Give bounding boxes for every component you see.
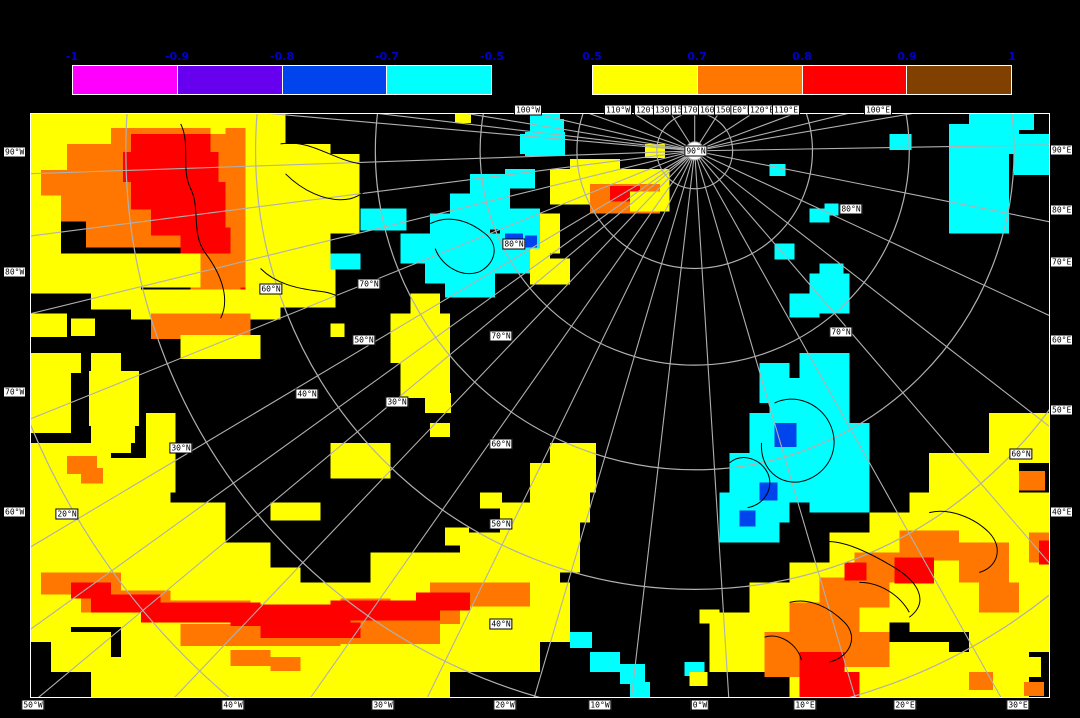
map-svg <box>31 114 1049 697</box>
latitude-label-70n-east: 70°N <box>829 326 853 338</box>
latitude-label-60n: 60°N <box>489 438 513 450</box>
latitude-label-50n: 50°N <box>489 518 513 530</box>
latitude-label-30n-east: 30°N <box>385 396 409 408</box>
axis-label-bottom-1: 40°W <box>221 699 245 711</box>
axis-label-top-1: 110°W <box>603 104 633 116</box>
heatmap-cells <box>31 114 1049 697</box>
positive-colorbar-segment-yellow <box>593 66 698 94</box>
positive-colorbar-tick-0: 0.5 <box>582 50 602 63</box>
axis-label-right-1: 80°E <box>1050 204 1074 216</box>
latitude-label-70n: 70°N <box>489 330 513 342</box>
graticule-meridians <box>31 114 1049 697</box>
cell-group-cyan-east-edge <box>889 114 1049 234</box>
latitude-label-60n-east: 60°N <box>1009 448 1033 460</box>
axis-label-top-11: 100°E <box>863 104 893 116</box>
cell-group-mediterranean <box>709 412 1049 697</box>
axis-label-left-1: 80°W <box>3 266 27 278</box>
positive-colorbar <box>592 65 1012 95</box>
latitude-label-70n-west: 70°N <box>357 278 381 290</box>
axis-label-right-3: 60°E <box>1050 334 1074 346</box>
cell-group-subtropical-band <box>31 442 596 697</box>
axis-label-bottom-0: 50°W <box>21 699 45 711</box>
axis-label-bottom-7: 20°E <box>893 699 917 711</box>
negative-colorbar <box>72 65 492 95</box>
latitude-label-90n: 90°N <box>684 145 708 157</box>
negative-colorbar-ticks: -1 -0.9 -0.8 -0.7 -0.5 <box>66 50 504 64</box>
positive-colorbar-segment-brown <box>907 66 1011 94</box>
axis-label-bottom-5: 0°W <box>690 699 710 711</box>
cell-group-bottom-right-isolated <box>689 657 1045 697</box>
axis-label-bottom-8: 30°E <box>1006 699 1030 711</box>
positive-colorbar-tick-3: 0.9 <box>897 50 917 63</box>
latitude-label-80n-east: 80°N <box>839 203 863 215</box>
positive-colorbar-segment-red <box>802 66 908 94</box>
axis-label-left-3: 60°W <box>3 506 27 518</box>
axis-label-right-4: 50°E <box>1050 404 1074 416</box>
graticule-parallels <box>31 114 1049 697</box>
positive-colorbar-segment-orange <box>697 66 803 94</box>
cell-group-greenland <box>31 114 360 360</box>
latitude-label-20n: 20°N <box>55 508 79 520</box>
negative-colorbar-tick-4: -0.5 <box>479 50 505 63</box>
latitude-label-60n-west: 60°N <box>259 283 283 295</box>
negative-colorbar-segment-purple <box>177 66 283 94</box>
axis-label-right-0: 90°E <box>1050 144 1074 156</box>
negative-colorbar-segment-blue <box>282 66 388 94</box>
cell-group-cyan-bottom <box>569 632 726 697</box>
positive-colorbar-ticks: 0.5 0.7 0.8 0.9 1 <box>582 50 1016 64</box>
positive-colorbar-tick-2: 0.8 <box>792 50 812 63</box>
latitude-label-30n: 30°N <box>169 442 193 454</box>
latitude-label-40n-west: 40°N <box>295 388 319 400</box>
negative-colorbar-tick-0: -1 <box>65 50 79 63</box>
latitude-label-50n-west: 50°N <box>352 334 376 346</box>
map-plot-area[interactable]: 90°N 80°N 80°N 70°N 70°N 70°N 60°N 60°N … <box>30 113 1050 698</box>
axis-label-top-10: 110°E <box>771 104 801 116</box>
axis-label-bottom-6: 10°E <box>793 699 817 711</box>
negative-colorbar-tick-3: -0.7 <box>374 50 400 63</box>
axis-label-right-2: 70°E <box>1050 256 1074 268</box>
axis-label-bottom-4: 10°W <box>588 699 612 711</box>
coastlines <box>180 123 998 663</box>
axis-label-left-2: 70°W <box>3 386 27 398</box>
axis-label-top-0: 100°W <box>513 104 543 116</box>
axis-label-bottom-3: 20°W <box>493 699 517 711</box>
axis-label-left-0: 90°W <box>3 146 27 158</box>
axis-label-bottom-2: 30°W <box>371 699 395 711</box>
negative-colorbar-tick-1: -0.9 <box>164 50 190 63</box>
latitude-label-40n: 40°N <box>489 618 513 630</box>
negative-colorbar-segment-cyan <box>387 66 491 94</box>
negative-colorbar-tick-2: -0.8 <box>269 50 295 63</box>
negative-colorbar-segment-magenta <box>73 66 178 94</box>
axis-label-right-5: 40°E <box>1050 506 1074 518</box>
positive-colorbar-tick-1: 0.7 <box>687 50 707 63</box>
positive-colorbar-tick-4: 1 <box>1008 50 1016 63</box>
latitude-label-80n: 80°N <box>502 238 526 250</box>
